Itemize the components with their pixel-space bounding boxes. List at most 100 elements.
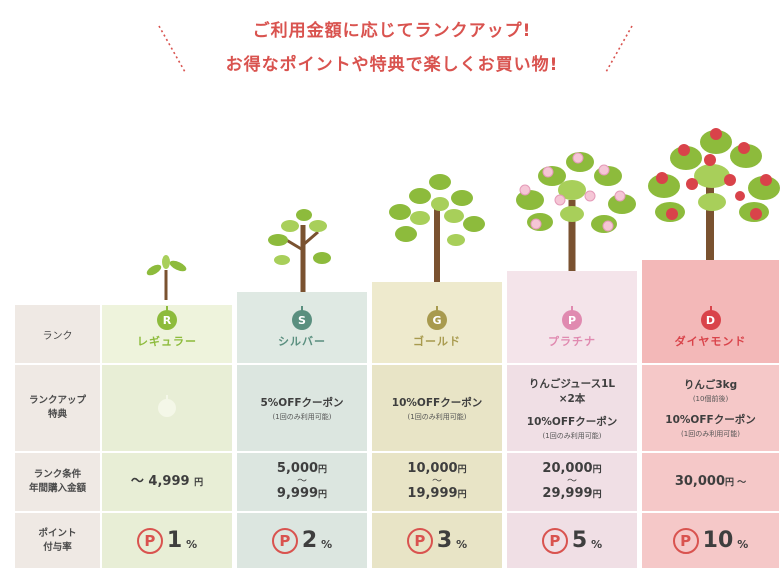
rank-column-gold: G ゴールド 10%OFFクーポン (1回のみ利用可能) 10,000円 〜 1…	[372, 282, 502, 568]
row-header-rate-line-2: 付与率	[43, 541, 72, 553]
rate-cell-silver: P 2%	[237, 513, 367, 568]
point-icon-diamond: P	[672, 527, 699, 554]
rank-name-diamond: ダイヤモンド	[674, 335, 747, 348]
row-header-rate-line-1: ポイント	[38, 527, 77, 539]
rank-head-diamond: D ダイヤモンド	[642, 260, 779, 363]
perk-a-note-diamond: (10個前後)	[692, 395, 729, 403]
perk-silver: 5%OFFクーポン	[260, 396, 344, 409]
tilde-platinum: 〜	[567, 476, 577, 487]
yen-from-platinum: 円	[592, 465, 602, 475]
rate-cell-regular: P 1%	[102, 513, 232, 568]
perk-b-platinum: 10%OFFクーポン	[526, 415, 618, 428]
yen-from-silver: 円	[318, 465, 328, 475]
condition-cell-silver: 5,000円 〜 9,999円	[237, 453, 367, 511]
sprout-icon	[146, 255, 187, 300]
yen-regular: 円	[194, 477, 204, 488]
perk-a-diamond: りんご3kg	[683, 379, 738, 391]
apple-tree-icon	[648, 128, 780, 260]
rank-name-regular: レギュラー	[137, 335, 197, 348]
tilde-gold: 〜	[432, 476, 442, 487]
headline-line-2: お得なポイントや特典で楽しくお買い物!	[225, 55, 559, 75]
amount-to-gold: 19,999	[407, 486, 458, 501]
row-header-condition-line-1: ランク条件	[33, 469, 82, 480]
rate-cell-diamond: P 10%	[642, 513, 779, 568]
yen-from-gold: 円	[457, 465, 467, 475]
yen-to-gold: 円	[457, 490, 467, 500]
amount-diamond: 30,000	[674, 473, 726, 489]
rank-head-platinum: P プラチナ	[507, 271, 637, 363]
rate-silver: 2	[301, 528, 318, 553]
small-tree-icon	[268, 209, 331, 292]
sparkle-lines-right-icon	[605, 25, 633, 73]
sparkle-lines-left-icon	[158, 25, 186, 73]
headline-line-1: ご利用金額に応じてランクアップ!	[252, 21, 532, 41]
row-header-perks-line-2: 特典	[47, 409, 67, 420]
amount-from-gold: 10,000	[407, 461, 458, 476]
perk-cell-platinum: りんごジュース1L ×2本 10%OFFクーポン (1回のみ利用可能)	[507, 365, 637, 451]
apple-badge-diamond-icon: D	[700, 306, 721, 330]
rank-name-platinum: プラチナ	[548, 335, 596, 348]
yen-to-silver: 円	[318, 490, 328, 500]
rank-head-silver: S シルバー	[237, 292, 367, 363]
rank-column-diamond: D ダイヤモンド りんご3kg (10個前後) 10%OFFクーポン (1回のみ…	[642, 260, 779, 568]
rank-name-silver: シルバー	[278, 335, 326, 348]
medium-tree-icon	[389, 174, 485, 282]
perk-a2-platinum: ×2本	[558, 392, 586, 405]
amount-to-platinum: 29,999	[542, 486, 593, 501]
headline: ご利用金額に応じてランクアップ! お得なポイントや特典で楽しくお買い物!	[0, 14, 784, 82]
point-icon-gold: P	[406, 527, 433, 554]
point-icon-regular: P	[136, 527, 163, 554]
row-header-perks-line-1: ランクアップ	[28, 395, 86, 406]
perk-note-silver: (1回のみ利用可能)	[272, 412, 332, 421]
tilde-silver: 〜	[297, 476, 307, 487]
yen-to-platinum: 円	[592, 490, 602, 500]
rate-gold: 3	[436, 528, 453, 553]
rank-column-regular: R レギュラー 〜 4,999 円 P 1%	[102, 305, 232, 568]
perk-cell-regular	[102, 365, 232, 451]
row-header-condition-line-2: 年間購入金額	[28, 483, 86, 494]
amount-regular: 〜 4,999	[130, 473, 190, 489]
row-header-condition: ランク条件年間購入金額	[15, 453, 100, 511]
rate-diamond: 10	[702, 528, 734, 553]
rate-pct-silver: %	[321, 538, 333, 551]
amount-from-silver: 5,000	[276, 461, 319, 476]
apple-badge-platinum-icon: P	[562, 306, 582, 330]
perk-b-diamond: 10%OFFクーポン	[665, 414, 756, 426]
blossom-tree-icon	[516, 152, 636, 272]
rate-regular: 1	[166, 528, 183, 553]
condition-cell-platinum: 20,000円 〜 29,999円	[507, 453, 637, 511]
rate-pct-regular: %	[186, 538, 198, 551]
apple-badge-regular-icon: R	[157, 306, 177, 330]
rate-pct-platinum: %	[591, 538, 603, 551]
condition-cell-regular: 〜 4,999 円	[102, 453, 232, 511]
perk-gold: 10%OFFクーポン	[391, 396, 483, 409]
point-icon-platinum: P	[541, 527, 568, 554]
amount-from-platinum: 20,000	[542, 461, 593, 476]
row-header-perks: ランクアップ 特典	[15, 365, 100, 451]
rank-column-silver: S シルバー 5%OFFクーポン (1回のみ利用可能) 5,000円 〜 9,9…	[237, 292, 367, 568]
rate-platinum: 5	[571, 528, 588, 553]
apple-badge-gold-icon: G	[427, 306, 447, 330]
perk-cell-diamond: りんご3kg (10個前後) 10%OFFクーポン (1回のみ利用可能)	[642, 365, 779, 451]
rank-head-gold: G ゴールド	[372, 282, 502, 363]
rate-cell-gold: P 3%	[372, 513, 502, 568]
yen-suffix-diamond: 円 〜	[725, 477, 747, 488]
perk-b-note-diamond: (1回のみ利用可能)	[681, 430, 740, 438]
rate-cell-platinum: P 5%	[507, 513, 637, 568]
row-header-rank: ランク	[15, 305, 100, 363]
amount-to-silver: 9,999	[276, 486, 319, 501]
rank-column-platinum: P プラチナ りんごジュース1L ×2本 10%OFFクーポン (1回のみ利用可…	[507, 271, 637, 568]
tree-illustrations	[146, 128, 780, 300]
perk-b-note-platinum: (1回のみ利用可能)	[542, 431, 602, 440]
perk-note-gold: (1回のみ利用可能)	[407, 412, 467, 421]
apple-badge-silver-icon: S	[292, 306, 312, 330]
rank-name-gold: ゴールド	[413, 335, 461, 348]
perk-cell-gold: 10%OFFクーポン (1回のみ利用可能)	[372, 365, 502, 451]
apple-watermark-icon	[158, 395, 176, 417]
rate-pct-gold: %	[456, 538, 468, 551]
condition-cell-diamond: 30,000円 〜	[642, 453, 779, 511]
rank-head-regular: R レギュラー	[102, 305, 232, 363]
perk-cell-silver: 5%OFFクーポン (1回のみ利用可能)	[237, 365, 367, 451]
condition-cell-gold: 10,000円 〜 19,999円	[372, 453, 502, 511]
rate-pct-diamond: %	[737, 538, 749, 551]
